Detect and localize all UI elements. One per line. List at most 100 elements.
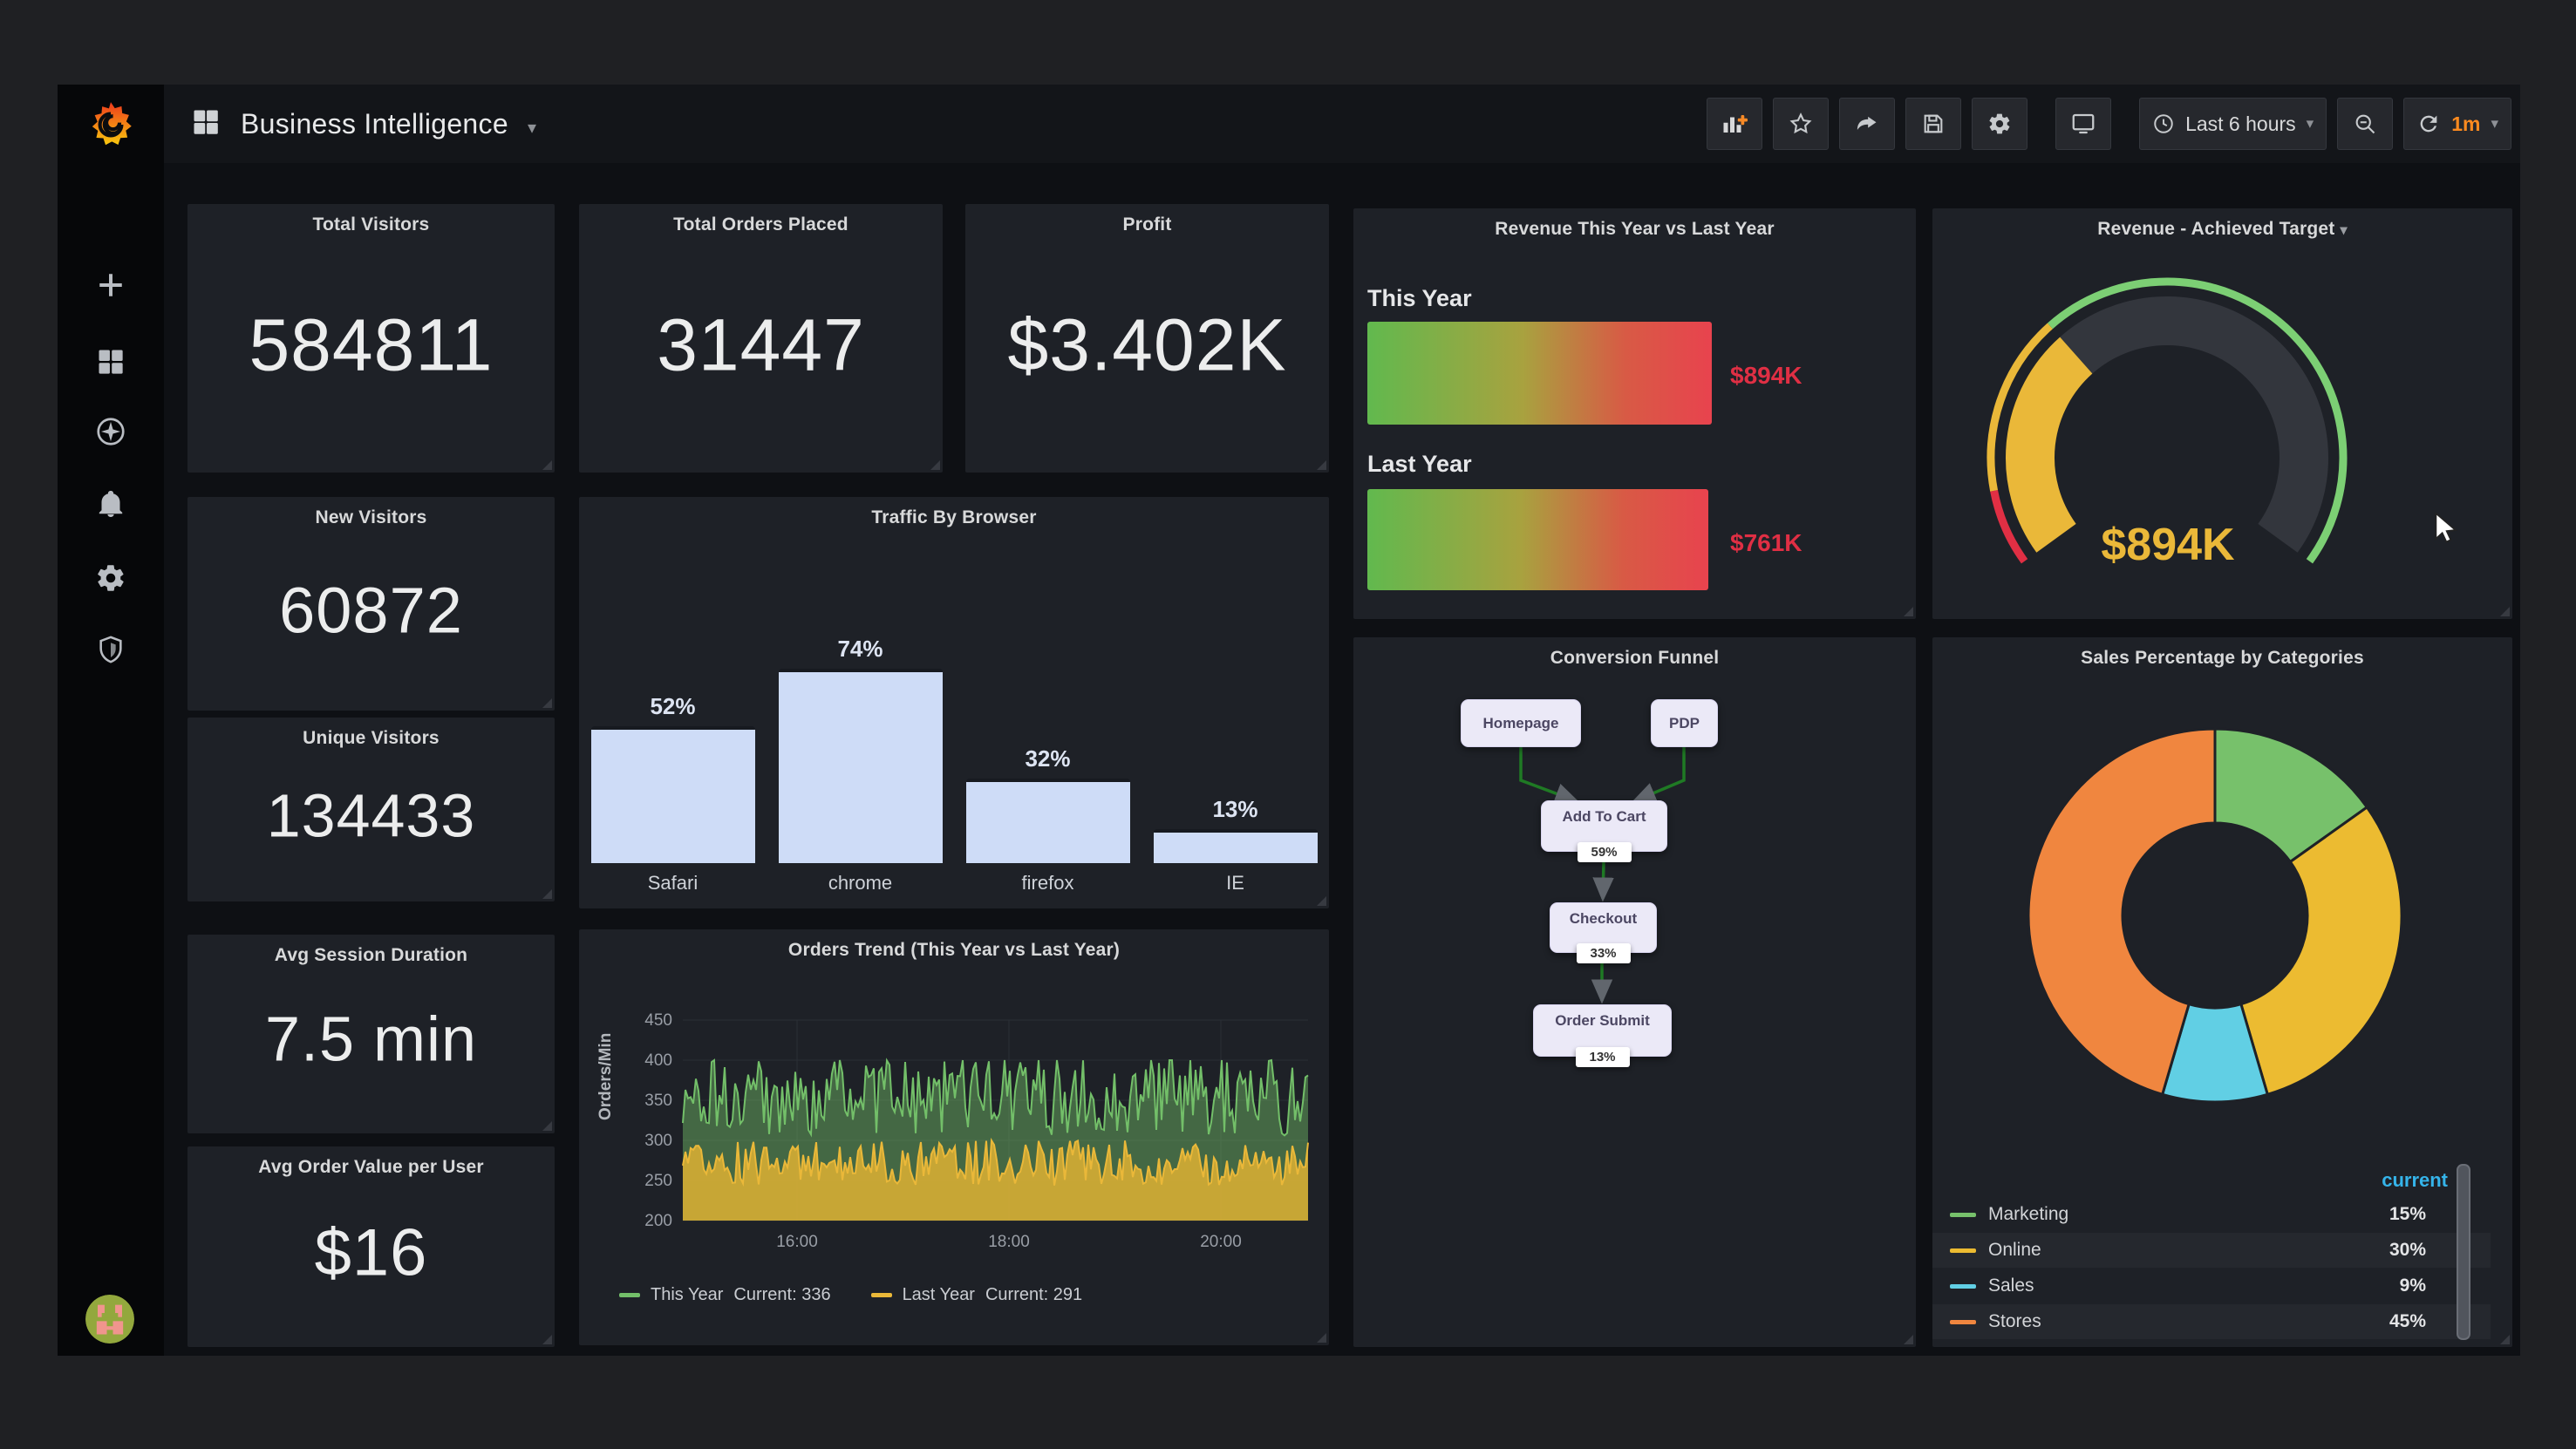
zoom-out-button[interactable] [2337, 98, 2394, 150]
panel-avg-order-value: Avg Order Value per User $16 [187, 1146, 555, 1347]
bar-last-year[interactable] [1367, 489, 1708, 590]
panel-new-visitors: New Visitors 60872 [187, 497, 555, 711]
panel-traffic-by-browser: Traffic By Browser 52% Safari 74% chrome 32%… [579, 497, 1329, 908]
legend-item-last-year[interactable]: Last Year Current: 291 [870, 1285, 1082, 1305]
user-avatar[interactable] [85, 1295, 134, 1344]
create-plus-icon[interactable] [96, 270, 126, 300]
legend-scrollbar[interactable] [2457, 1164, 2470, 1340]
alerting-bell-icon[interactable] [95, 488, 126, 520]
legend-header-current[interactable]: current [2382, 1169, 2448, 1191]
legend-item-this-year[interactable]: This Year Current: 336 [619, 1285, 831, 1305]
dashboards-icon[interactable] [95, 346, 126, 378]
bar-value-this-year: $894K [1730, 362, 1803, 389]
tv-mode-button[interactable] [2055, 98, 2112, 150]
refresh-button[interactable]: 1m ▾ [2403, 98, 2511, 150]
row-label-last-year: Last Year [1367, 451, 1472, 477]
panel-orders-trend: Orders Trend (This Year vs Last Year) 20… [579, 929, 1329, 1345]
svg-text:18:00: 18:00 [988, 1233, 1030, 1251]
stat-value: 60872 [279, 573, 463, 646]
funnel-node-add-to-cart[interactable]: Add To Cart 59% [1541, 800, 1667, 862]
clock-icon [2154, 114, 2173, 133]
save-button[interactable] [1905, 98, 1962, 150]
panel-profit: Profit $3.402K [965, 204, 1329, 473]
traffic-bar-chart: 52% Safari 74% chrome 32% firefox 13% IE [579, 497, 1329, 908]
dashboard-settings-button[interactable] [1972, 98, 2028, 150]
panel-conversion-funnel: Conversion Funnel Homepage PDP Add To Ca… [1353, 637, 1916, 1347]
donut-segment-stores[interactable] [2027, 727, 2217, 1097]
time-range-picker[interactable]: Last 6 hours ▾ [2139, 98, 2327, 150]
traffic-bar-Safari[interactable] [590, 726, 755, 863]
gauge-value: $894K [2101, 520, 2235, 570]
stat-value: 134433 [266, 780, 476, 849]
panel-title[interactable]: Traffic By Browser [871, 507, 1037, 527]
legend-color-dash [1950, 1283, 1976, 1289]
traffic-bar-value: 13% [1212, 796, 1258, 822]
funnel-node-order-submit[interactable]: Order Submit 13% [1533, 1004, 1672, 1067]
legend-color-dash [1950, 1212, 1976, 1217]
funnel-edges [1519, 747, 1686, 1004]
funnel-node-pct: 59% [1577, 842, 1632, 862]
configuration-gear-icon[interactable] [95, 562, 126, 594]
donut-segment-marketing[interactable] [2213, 727, 2369, 864]
gauge-chart [1987, 277, 2348, 564]
funnel-node-pdp[interactable]: PDP [1651, 699, 1718, 747]
panel-title[interactable]: Conversion Funnel [1550, 648, 1720, 668]
legend-label: Marketing [1988, 1204, 2069, 1224]
refresh-icon [2420, 115, 2437, 133]
panel-title[interactable]: Total Visitors [312, 214, 430, 235]
legend-label: Sales [1988, 1276, 2034, 1296]
title-dropdown-caret[interactable]: ▾ [527, 118, 536, 138]
orders-line-chart: 200 250 300 350 400 450 16:00 18:00 20:00 [644, 1011, 1309, 1251]
panel-title[interactable]: Orders Trend (This Year vs Last Year) [787, 940, 1121, 960]
traffic-bar-category: chrome [828, 872, 893, 894]
share-button[interactable] [1839, 98, 1896, 150]
toolbar: Last 6 hours ▾ 1m ▾ [1707, 85, 2511, 163]
svg-text:20:00: 20:00 [1200, 1233, 1242, 1251]
add-panel-button[interactable] [1707, 98, 1763, 150]
stat-value: 31447 [657, 303, 865, 386]
traffic-bar-value: 32% [1025, 745, 1071, 772]
bar-this-year[interactable] [1367, 322, 1712, 425]
traffic-bar-IE[interactable] [1153, 829, 1318, 863]
svg-text:250: 250 [644, 1172, 672, 1190]
grafana-logo[interactable] [84, 98, 138, 152]
traffic-bar-firefox[interactable] [965, 779, 1130, 863]
panel-title[interactable]: Revenue - Achieved Target ▾ [2097, 219, 2348, 239]
server-admin-shield-icon[interactable] [96, 635, 126, 664]
legend-row-marketing[interactable]: Marketing 15% [1932, 1197, 2491, 1232]
panel-sales-percentage: Sales Percentage by Categories current M… [1932, 637, 2512, 1347]
panel-title[interactable]: Profit [1122, 214, 1172, 235]
traffic-bar-value: 52% [650, 693, 696, 719]
y-axis-label: Orders/Min [596, 1032, 615, 1120]
legend-row-online[interactable]: Online 30% [1932, 1233, 2491, 1268]
breadcrumb[interactable]: Business Intelligence ▾ [190, 85, 536, 163]
donut-segment-online[interactable] [2239, 805, 2403, 1097]
bar-value-last-year: $761K [1730, 529, 1803, 556]
panel-title[interactable]: Avg Order Value per User [258, 1157, 484, 1177]
stat-value: 584811 [249, 303, 494, 386]
panel-title[interactable]: Total Orders Placed [673, 214, 848, 235]
sidebar [58, 85, 164, 1356]
funnel-node-pct: 13% [1575, 1047, 1630, 1067]
panel-title[interactable]: Revenue This Year vs Last Year [1495, 219, 1775, 239]
funnel-node-checkout[interactable]: Checkout 33% [1550, 902, 1657, 963]
dashboard-squares-icon [190, 106, 221, 142]
legend-row-sales[interactable]: Sales 9% [1932, 1269, 2491, 1303]
funnel-node-pct: 33% [1576, 943, 1631, 963]
panel-unique-visitors: Unique Visitors 134433 [187, 718, 555, 901]
panel-avg-session-duration: Avg Session Duration 7.5 min [187, 935, 555, 1133]
explore-compass-icon[interactable] [94, 415, 127, 448]
funnel-node-homepage[interactable]: Homepage [1461, 699, 1581, 747]
panel-title[interactable]: Sales Percentage by Categories [2081, 648, 2364, 668]
star-button[interactable] [1773, 98, 1830, 150]
legend-row-stores[interactable]: Stores 45% [1932, 1304, 2491, 1339]
panel-title[interactable]: Unique Visitors [303, 728, 440, 748]
panel-title[interactable]: Avg Session Duration [274, 945, 468, 965]
legend-value: 45% [2389, 1311, 2426, 1331]
legend-label: Online [1988, 1240, 2041, 1260]
svg-text:400: 400 [644, 1051, 672, 1070]
page-title: Business Intelligence [241, 107, 508, 139]
traffic-bar-chrome[interactable] [778, 669, 943, 863]
panel-title[interactable]: New Visitors [315, 507, 427, 527]
legend-color-dash [1950, 1248, 1976, 1253]
